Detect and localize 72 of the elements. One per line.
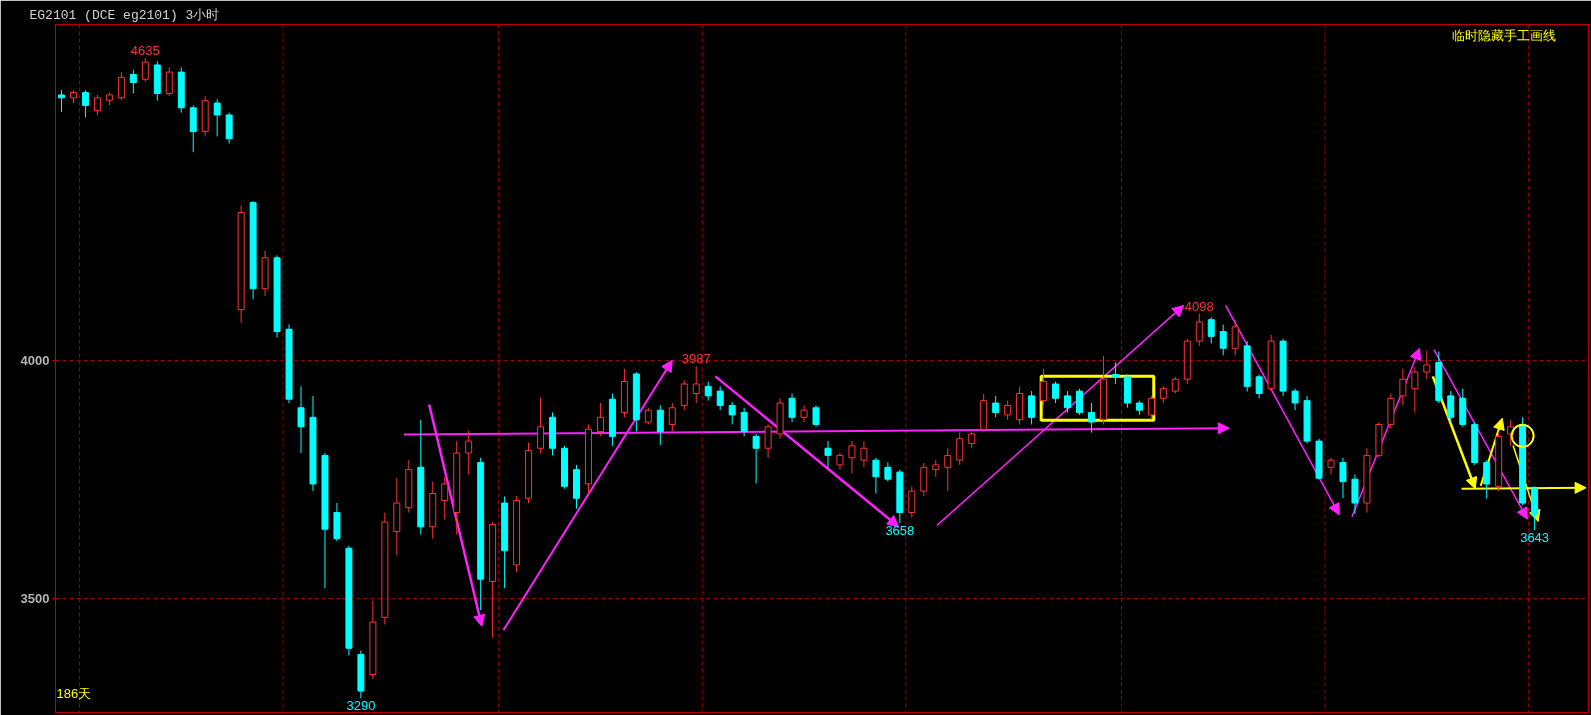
candlestick: [848, 440, 856, 474]
candlestick: [93, 94, 101, 116]
candlestick: [884, 462, 892, 483]
candlestick: [141, 57, 149, 83]
candlestick: [764, 423, 772, 459]
candlestick: [1483, 459, 1491, 500]
candlestick: [1195, 313, 1203, 347]
candlestick: [1351, 473, 1359, 515]
candlestick: [788, 393, 796, 423]
candlestick: [716, 385, 724, 411]
candlestick: [824, 440, 832, 469]
candlestick: [1052, 381, 1060, 404]
candlestick: [992, 395, 1000, 418]
candlestick: [704, 381, 712, 402]
candlestick: [1004, 400, 1012, 421]
candlestick: [117, 71, 125, 101]
candlestick: [860, 440, 868, 468]
candlestick: [1040, 368, 1048, 406]
candlestick: [1064, 390, 1072, 414]
candlestick: [752, 433, 760, 484]
annotation: 186天: [56, 685, 92, 701]
candlestick: [1231, 319, 1239, 356]
candlestick: [537, 397, 545, 454]
candlestick: [1339, 457, 1347, 499]
candlestick: [225, 112, 233, 145]
candlestick: [1399, 368, 1407, 406]
candlestick: [1076, 388, 1083, 416]
candlestick: [297, 385, 305, 454]
candlestick: [1255, 373, 1263, 399]
annotation: 3643: [1520, 530, 1550, 546]
annotation: 临时隐藏手工画线: [1451, 27, 1556, 43]
candlestick: [692, 365, 700, 404]
candlestick: [441, 476, 449, 521]
chart-title: EG2101 (DCE eg2101) 3小时: [29, 7, 220, 23]
y-tick-label: 4000: [20, 352, 50, 368]
candlestick: [1423, 350, 1431, 380]
annotation: 3290: [346, 698, 376, 714]
candlestick: [800, 404, 808, 423]
candlestick: [596, 402, 604, 437]
candlestick: [740, 407, 748, 437]
candlestick: [1411, 366, 1419, 414]
candlestick: [1147, 395, 1155, 421]
candlestick: [1207, 316, 1215, 344]
candlestick: [1028, 390, 1036, 425]
candlestick: [1111, 362, 1119, 385]
candlestick: [1291, 388, 1299, 411]
candlestick: [81, 89, 89, 118]
annotation: 3987: [681, 351, 711, 367]
candlestick: [1219, 323, 1227, 356]
annotation: 4098: [1184, 298, 1214, 314]
candlestick: [1087, 402, 1095, 434]
candlestick: [129, 69, 137, 95]
candlestick: [656, 404, 664, 446]
annotation: 4635: [130, 42, 160, 58]
candlestick: [213, 98, 221, 137]
candlestick: [465, 430, 473, 475]
candlestick: [57, 89, 65, 113]
candlestick: [944, 447, 952, 492]
annotation: 3658: [885, 523, 915, 538]
candlestick: [680, 379, 688, 411]
candlestick: [872, 457, 880, 494]
candlestick: [956, 432, 964, 466]
candlestick: [812, 404, 820, 428]
candlestick: [165, 66, 173, 97]
candlestick: [1327, 457, 1335, 475]
candlestick: [189, 104, 197, 153]
candlestick: [668, 402, 676, 433]
candlestick: [1447, 390, 1455, 423]
candlestick: [920, 462, 928, 497]
y-tick-label: 3500: [20, 590, 50, 606]
candlestick: [728, 401, 736, 425]
candlestick: [908, 485, 916, 518]
